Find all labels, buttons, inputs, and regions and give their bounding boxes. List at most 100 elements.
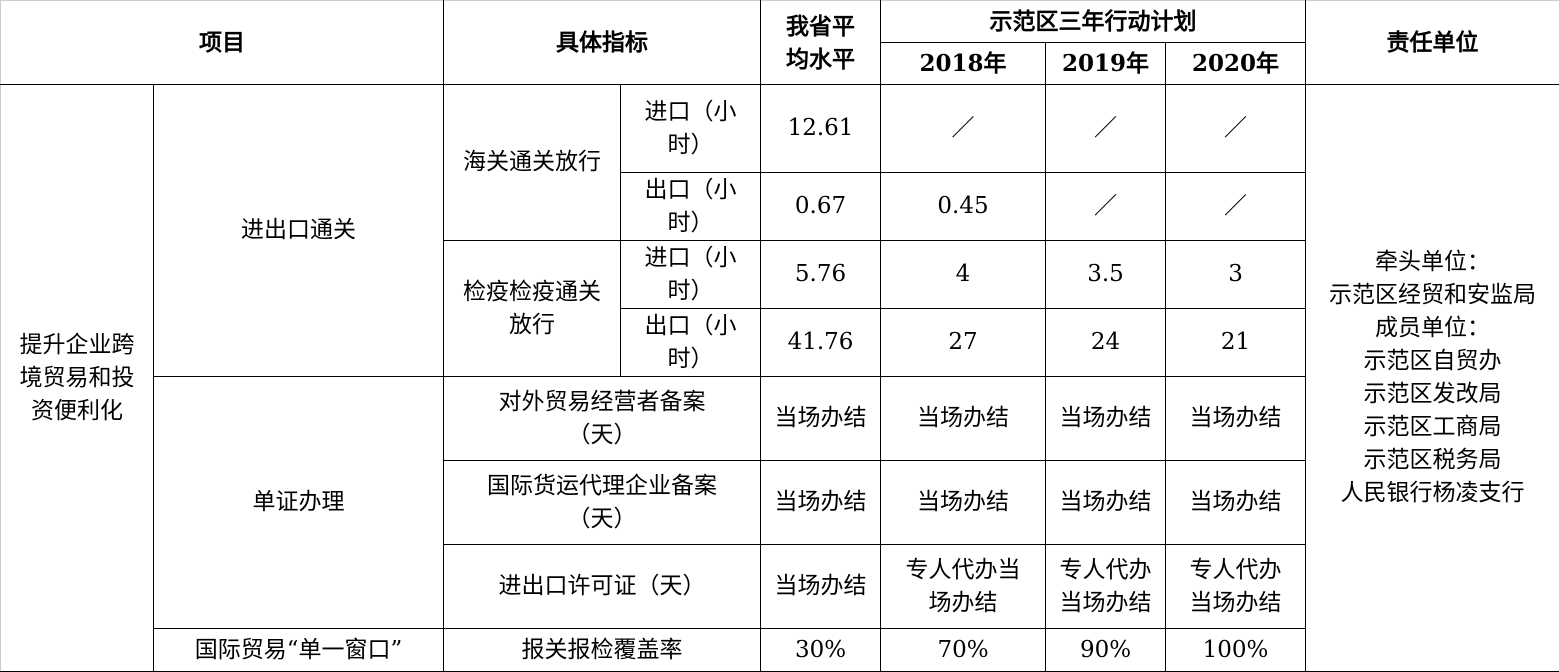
cell-line: ／: [1168, 190, 1303, 223]
cell-line: 时）: [623, 129, 758, 162]
target-y2018-cell: ／: [881, 85, 1046, 173]
target-y2018-cell: 4: [881, 241, 1046, 309]
section-single-window: 国际贸易“单一窗口”: [154, 629, 444, 672]
cell-line: ／: [883, 112, 1043, 145]
cell-line: （天）: [446, 503, 758, 536]
responsible-units: 牵头单位：示范区经贸和安监局成员单位：示范区自贸办示范区发改局示范区工商局示范区…: [1306, 85, 1559, 672]
cell-line: 当场办结: [1168, 402, 1303, 435]
target-y2020-cell: 专人代办当场办结: [1166, 545, 1306, 629]
group-cell: 提升企业跨境贸易和投资便利化: [1, 85, 154, 672]
section-customs: 进出口通关: [154, 85, 444, 377]
target-y2020-cell: 当场办结: [1166, 461, 1306, 545]
header-province-avg: 我省平均水平: [761, 1, 881, 85]
indicator-cell: 对外贸易经营者备案（天）: [444, 377, 761, 461]
province-avg-cell: 当场办结: [761, 545, 881, 629]
cell-line: 3: [1168, 258, 1303, 291]
header-year-2019: 2019年: [1046, 43, 1166, 85]
cell-line: 27: [883, 326, 1043, 359]
cell-line: 人民银行杨凌支行: [1308, 477, 1557, 510]
cell-line: ／: [1048, 112, 1163, 145]
indicator-cell: 报关报检覆盖率: [444, 629, 761, 672]
target-y2019-cell: 当场办结: [1046, 377, 1166, 461]
cell-line: 24: [1048, 326, 1163, 359]
cell-line: 时）: [623, 275, 758, 308]
cell-line: 示范区自贸办: [1308, 345, 1557, 378]
cell-line: 0.45: [883, 190, 1043, 223]
province-avg-cell: 当场办结: [761, 377, 881, 461]
target-y2019-cell: 90%: [1046, 629, 1166, 672]
province-avg-cell: 0.67: [761, 173, 881, 241]
target-y2018-cell: 当场办结: [881, 377, 1046, 461]
cell-line: 进口（小: [623, 242, 758, 275]
cell-line: 示范区工商局: [1308, 411, 1557, 444]
target-y2018-cell: 70%: [881, 629, 1046, 672]
province-avg-cell: 5.76: [761, 241, 881, 309]
cell-line: 国际货运代理企业备案: [446, 470, 758, 503]
cell-line: 进出口许可证（天）: [446, 570, 758, 603]
indicator-cell: 出口（小时）: [621, 173, 761, 241]
cell-line: 4: [883, 258, 1043, 291]
indicator-cell: 国际货运代理企业备案（天）: [444, 461, 761, 545]
indicator-cell: 进出口许可证（天）: [444, 545, 761, 629]
cell-line: 专人代办: [1048, 554, 1163, 587]
target-y2020-cell: 100%: [1166, 629, 1306, 672]
cell-line: 成员单位：: [1308, 312, 1557, 345]
target-y2019-cell: 当场办结: [1046, 461, 1166, 545]
cell-line: 当场办结: [1168, 587, 1303, 620]
cell-line: 90%: [1048, 634, 1163, 667]
target-y2020-cell: 3: [1166, 241, 1306, 309]
header-plan: 示范区三年行动计划: [881, 1, 1306, 43]
target-y2020-cell: ／: [1166, 173, 1306, 241]
cell-line: ／: [1168, 112, 1303, 145]
target-y2020-cell: 21: [1166, 309, 1306, 377]
province-avg-cell: 12.61: [761, 85, 881, 173]
province-avg-cell: 当场办结: [761, 461, 881, 545]
cell-line: 示范区经贸和安监局: [1308, 279, 1557, 312]
section-quarantine-release: 检疫检疫通关放行: [444, 241, 621, 377]
cell-line: 进口（小: [623, 96, 758, 129]
cell-line: 当场办结: [883, 402, 1043, 435]
cell-line: 牵头单位：: [1308, 246, 1557, 279]
cell-line: 报关报检覆盖率: [446, 634, 758, 667]
target-y2018-cell: 当场办结: [881, 461, 1046, 545]
cell-line: 当场办结: [883, 486, 1043, 519]
target-y2019-cell: 专人代办当场办结: [1046, 545, 1166, 629]
cell-line: 3.5: [1048, 258, 1163, 291]
province-avg-cell: 41.76: [761, 309, 881, 377]
indicator-cell: 出口（小时）: [621, 309, 761, 377]
target-y2018-cell: 专人代办当场办结: [881, 545, 1046, 629]
cell-line: ／: [1048, 190, 1163, 223]
cell-line: 时）: [623, 343, 758, 376]
cell-line: 70%: [883, 634, 1043, 667]
indicator-cell: 进口（小时）: [621, 85, 761, 173]
header-year-2018: 2018年: [881, 43, 1046, 85]
header-indicator: 具体指标: [444, 1, 761, 85]
target-y2020-cell: ／: [1166, 85, 1306, 173]
cell-line: 专人代办当: [883, 554, 1043, 587]
cell-line: 100%: [1168, 634, 1303, 667]
cell-line: 当场办结: [1048, 587, 1163, 620]
cell-line: 场办结: [883, 587, 1043, 620]
target-y2019-cell: ／: [1046, 173, 1166, 241]
target-y2018-cell: 27: [881, 309, 1046, 377]
cell-line: 出口（小: [623, 310, 758, 343]
target-y2020-cell: 当场办结: [1166, 377, 1306, 461]
cell-line: （天）: [446, 419, 758, 452]
cell-line: 示范区税务局: [1308, 444, 1557, 477]
cell-line: 专人代办: [1168, 554, 1303, 587]
cell-line: 对外贸易经营者备案: [446, 386, 758, 419]
target-y2019-cell: ／: [1046, 85, 1166, 173]
header-project: 项目: [1, 1, 444, 85]
cell-line: 示范区发改局: [1308, 378, 1557, 411]
header-year-2020: 2020年: [1166, 43, 1306, 85]
province-avg-cell: 30%: [761, 629, 881, 672]
section-documents: 单证办理: [154, 377, 444, 629]
cell-line: 时）: [623, 207, 758, 240]
cell-line: 当场办结: [1048, 402, 1163, 435]
cell-line: 当场办结: [1048, 486, 1163, 519]
target-y2018-cell: 0.45: [881, 173, 1046, 241]
target-y2019-cell: 3.5: [1046, 241, 1166, 309]
cell-line: 出口（小: [623, 174, 758, 207]
header-responsible: 责任单位: [1306, 1, 1559, 85]
cell-line: 21: [1168, 326, 1303, 359]
